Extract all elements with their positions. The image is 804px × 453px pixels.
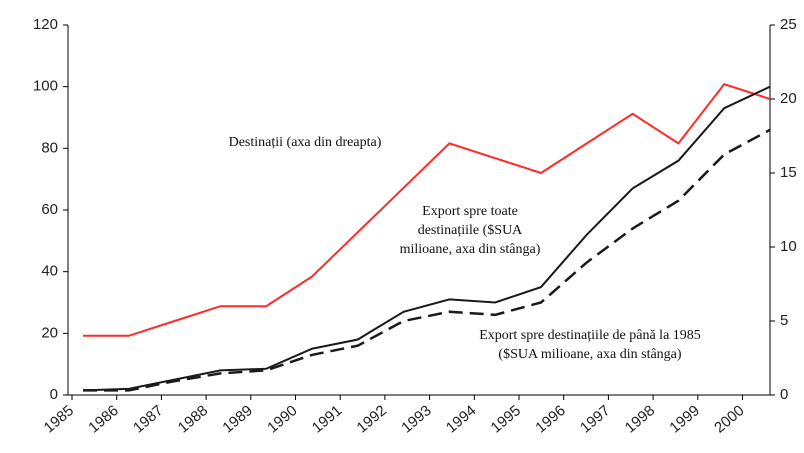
x-tick-label: 1990 (264, 402, 300, 436)
x-tick-label: 1997 (577, 402, 613, 436)
x-tick-label: 1996 (532, 402, 568, 436)
annotation: Export spre toate (422, 204, 518, 219)
x-tick-label: 1998 (622, 402, 658, 436)
y-tick-label: 80 (41, 139, 58, 156)
y-tick-label: 0 (50, 386, 58, 403)
annotation: milioane, axa din stânga) (400, 242, 541, 257)
series-line (83, 83, 771, 337)
x-tick-label: 1999 (666, 402, 702, 436)
x-tick-label: 1986 (85, 402, 121, 436)
y-tick-label: 60 (41, 201, 58, 218)
y2-tick-label: 15 (780, 164, 797, 181)
x-tick-label: 1985 (41, 402, 77, 436)
x-tick-label: 1992 (354, 402, 390, 436)
y-tick-label: 20 (41, 324, 58, 341)
x-tick-label: 1989 (219, 402, 255, 436)
series-line (82, 85, 771, 392)
annotation: Destinații (axa din dreapta) (229, 135, 382, 150)
y-tick-label: 100 (33, 78, 58, 95)
series-line (83, 128, 771, 392)
y2-tick-label: 0 (780, 386, 788, 403)
x-tick-label: 2000 (711, 402, 747, 436)
y2-tick-label: 25 (780, 16, 797, 33)
annotation: Export spre destinațiile de până la 1985 (479, 328, 701, 343)
x-tick-label: 1991 (309, 402, 345, 436)
x-tick-label: 1995 (488, 402, 524, 436)
x-tick-label: 1994 (443, 402, 479, 436)
y2-tick-label: 20 (780, 90, 797, 107)
y2-tick-label: 10 (780, 238, 797, 255)
y-tick-label: 40 (41, 263, 58, 280)
y-tick-label: 120 (33, 16, 58, 33)
x-tick-label: 1988 (175, 402, 211, 436)
x-tick-label: 1987 (130, 402, 166, 436)
y2-tick-label: 5 (780, 312, 788, 329)
annotation: ($SUA milioane, axa din stânga) (498, 347, 681, 362)
x-tick-label: 1993 (398, 402, 434, 436)
annotation: destinațiile ($SUA (418, 223, 523, 238)
